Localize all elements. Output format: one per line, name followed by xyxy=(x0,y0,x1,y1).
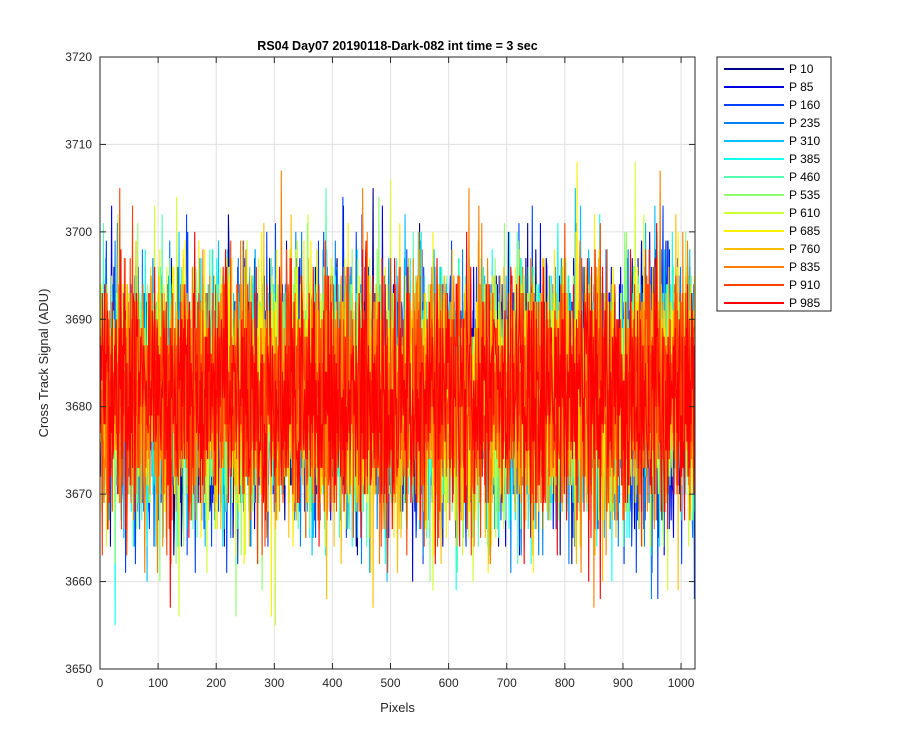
x-tick-label: 0 xyxy=(97,676,104,690)
x-tick-label: 200 xyxy=(206,676,226,690)
legend-entry: P 760 xyxy=(789,242,820,256)
legend-entry: P 835 xyxy=(789,260,820,274)
y-tick-label: 3670 xyxy=(65,487,92,501)
x-tick-label: 300 xyxy=(264,676,284,690)
legend-entry: P 460 xyxy=(789,170,820,184)
x-tick-label: 500 xyxy=(381,676,401,690)
x-tick-label: 800 xyxy=(555,676,575,690)
legend-entry: P 160 xyxy=(789,98,820,112)
legend-entry: P 910 xyxy=(789,278,820,292)
y-tick-label: 3660 xyxy=(65,575,92,589)
x-tick-label: 400 xyxy=(322,676,342,690)
y-tick-label: 3700 xyxy=(65,225,92,239)
legend-entry: P 385 xyxy=(789,152,820,166)
y-axis-label: Cross Track Signal (ADU) xyxy=(36,289,51,438)
series-line-p-910 xyxy=(99,188,695,573)
legend-box xyxy=(716,56,832,312)
x-axis-label: Pixels xyxy=(380,700,415,715)
legend-entry: P 535 xyxy=(789,188,820,202)
x-tick-label: 100 xyxy=(148,676,168,690)
y-tick-label: 3720 xyxy=(65,50,92,64)
legend-entry: P 85 xyxy=(789,80,814,94)
legend-entry: P 685 xyxy=(789,224,820,238)
legend-entry: P 310 xyxy=(789,134,820,148)
x-axis-ticks: 0 100 200 300 400 500 600 700 800 900 1000 xyxy=(97,57,695,690)
series-line-p-985 xyxy=(99,223,695,608)
plot-frame xyxy=(99,56,696,670)
y-axis-ticks: 3650 3660 3670 3680 3690 3700 3710 3720 xyxy=(65,50,695,676)
y-tick-label: 3690 xyxy=(65,312,92,326)
x-tick-label: 700 xyxy=(497,676,517,690)
legend-entry: P 235 xyxy=(789,116,820,130)
y-tick-label: 3680 xyxy=(65,400,92,414)
x-tick-label: 600 xyxy=(439,676,459,690)
x-tick-label: 1000 xyxy=(668,676,695,690)
series-group xyxy=(99,161,695,626)
y-tick-label: 3650 xyxy=(65,662,92,676)
chart-title: RS04 Day07 20190118-Dark-082 int time = … xyxy=(257,39,537,53)
legend-entry: P 10 xyxy=(789,62,814,76)
y-tick-label: 3710 xyxy=(65,137,92,151)
legend-entry: P 610 xyxy=(789,206,820,220)
legend-entry: P 985 xyxy=(789,296,820,310)
x-tick-label: 900 xyxy=(613,676,633,690)
legend: P 10 P 85 P 160 P 235 P 310 P 385 P 460 P 535 P … xyxy=(716,56,832,312)
